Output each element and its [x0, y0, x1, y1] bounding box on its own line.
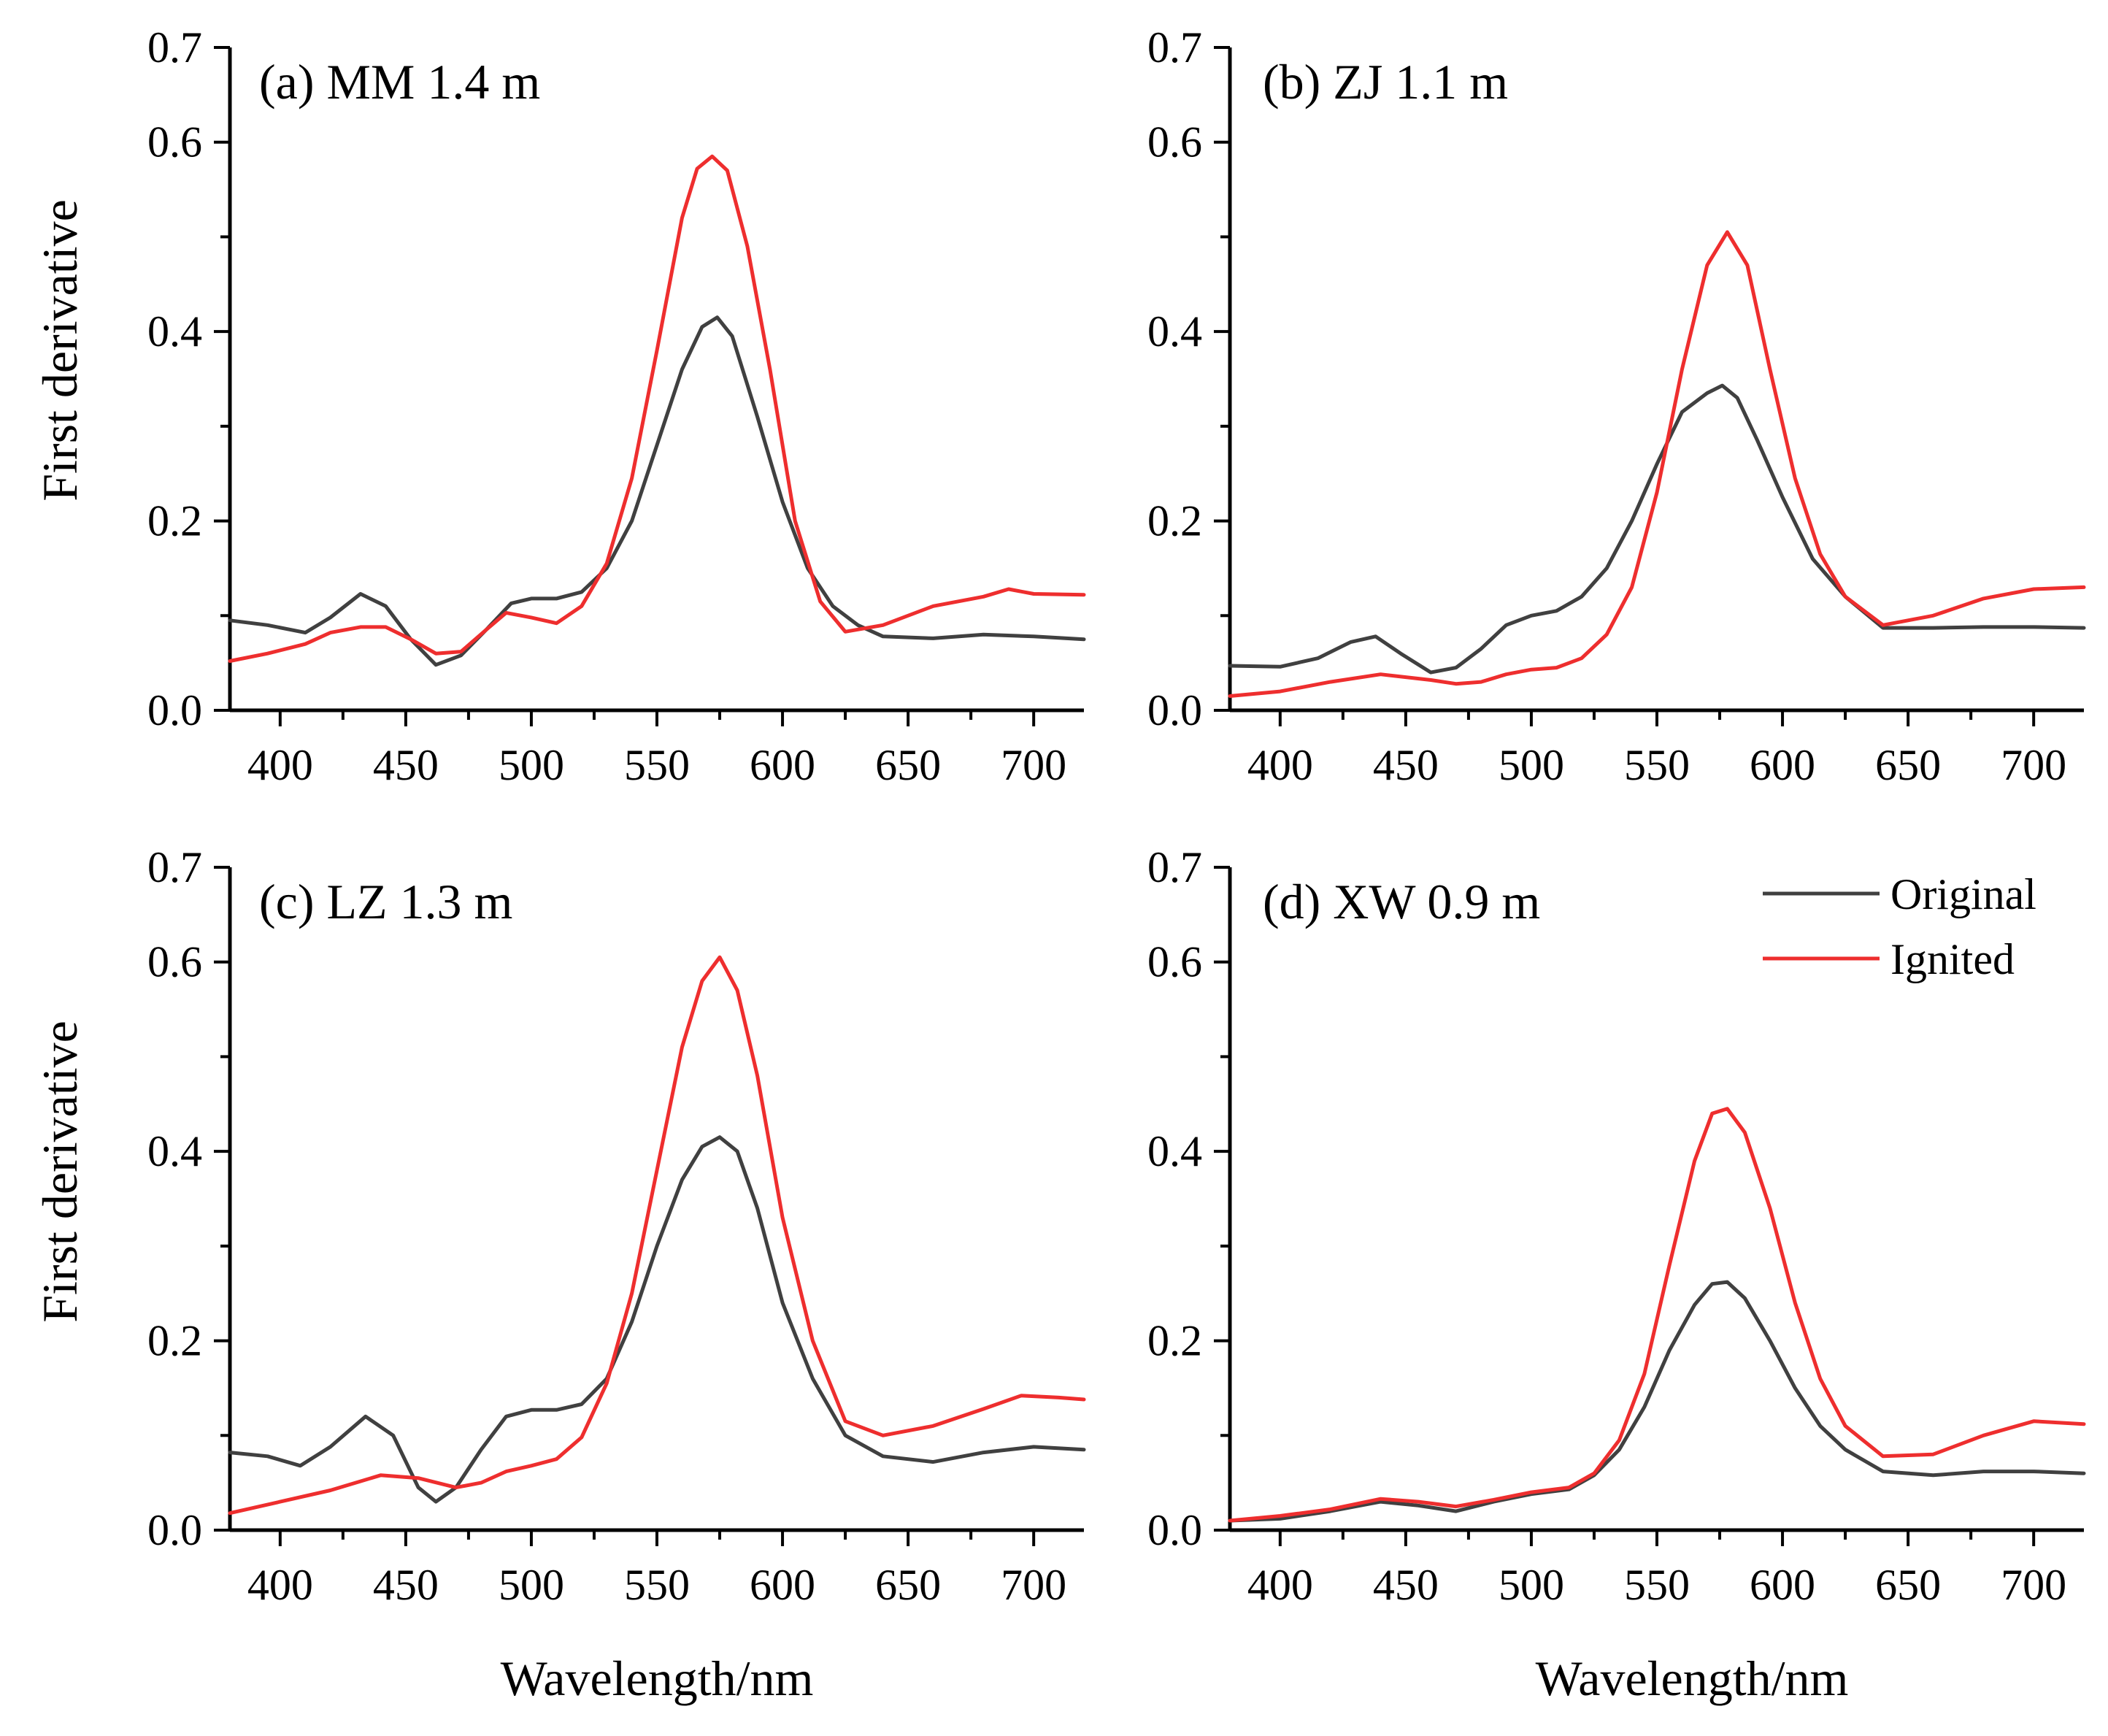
panel-d-x-tick-label: 450 — [1373, 1561, 1439, 1609]
legend-original-label: Original — [1890, 870, 2036, 918]
panel-b-x-tick-label: 550 — [1624, 741, 1690, 789]
panel-b-x-tick-label: 650 — [1875, 741, 1941, 789]
panel-b-y-tick-label: 0.7 — [1147, 23, 1202, 72]
panel-a-title: (a) MM 1.4 m — [259, 54, 540, 110]
panel-c-x-tick-label: 400 — [247, 1561, 313, 1609]
panel-d-y-tick-label: 0.4 — [1147, 1127, 1202, 1175]
panel-d-x-tick-label: 550 — [1624, 1561, 1690, 1609]
panel-c-y-tick-label: 0.2 — [147, 1317, 202, 1365]
panel-a: 0.0 0.2 0.4 0.6 0.7 400 450 500 550 600 650 700 (a)… — [147, 23, 1086, 789]
panel-b-series-ignited-line — [1228, 230, 2086, 698]
panel-d-x-tick-label: 650 — [1875, 1561, 1941, 1609]
panel-a-x-tick-label: 650 — [875, 741, 941, 789]
panel-d-title: (d) XW 0.9 m — [1263, 874, 1540, 929]
panel-a-y-tick-label: 0.4 — [147, 307, 202, 356]
panel-c-y-tick-label: 0.7 — [147, 843, 202, 891]
panel-d-plot-area: 0.0 0.2 0.4 0.6 0.7 400 450 500 550 600 650 700 — [1147, 843, 2086, 1609]
panel-b-y-tick-label: 0.2 — [1147, 497, 1202, 545]
panel-d-y-tick-label: 0.0 — [1147, 1506, 1202, 1554]
panel-b-x-tick-label: 450 — [1373, 741, 1439, 789]
panel-b-title: (b) ZJ 1.1 m — [1263, 54, 1508, 110]
panel-a-x-tick-label: 500 — [499, 741, 564, 789]
panel-c-x-axis-title: Wavelength/nm — [501, 1651, 814, 1706]
panel-c-y-tick-label: 0.0 — [147, 1506, 202, 1554]
panel-c-y-tick-label: 0.6 — [147, 938, 202, 986]
panel-d-x-tick-label: 700 — [2001, 1561, 2066, 1609]
panel-c-x-tick-label: 450 — [373, 1561, 439, 1609]
panel-b-y-tick-label: 0.0 — [1147, 686, 1202, 734]
panel-c-x-tick-label: 650 — [875, 1561, 941, 1609]
panel-a-y-tick-label: 0.0 — [147, 686, 202, 734]
panel-b-x-tick-label: 700 — [2001, 741, 2066, 789]
panel-b-x-tick-label: 400 — [1247, 741, 1313, 789]
panel-d-series-original-line — [1228, 1280, 2086, 1523]
panel-a-plot-area: 0.0 0.2 0.4 0.6 0.7 400 450 500 550 600 650 700 — [147, 23, 1086, 789]
panel-c-series-ignited-line — [228, 955, 1086, 1516]
panel-c: 0.0 0.2 0.4 0.6 0.7 400 450 500 550 600 650 700 (c)… — [147, 843, 1086, 1609]
panel-a-x-tick-label: 450 — [373, 741, 439, 789]
panel-a-series-ignited-line — [228, 154, 1086, 663]
panel-a-x-tick-label: 400 — [247, 741, 313, 789]
panel-c-x-tick-label: 700 — [1001, 1561, 1066, 1609]
panel-c-x-tick-label: 500 — [499, 1561, 564, 1609]
legend: Original Ignited — [1763, 870, 2036, 983]
panel-d-y-tick-label: 0.2 — [1147, 1317, 1202, 1365]
panel-c-plot-area: 0.0 0.2 0.4 0.6 0.7 400 450 500 550 600 650 700 — [147, 843, 1086, 1609]
panel-a-y-tick-label: 0.6 — [147, 118, 202, 166]
panel-d-x-tick-label: 500 — [1499, 1561, 1564, 1609]
panel-c-x-tick-label: 550 — [624, 1561, 690, 1609]
panel-b-y-tick-label: 0.4 — [1147, 307, 1202, 356]
panel-b: 0.0 0.2 0.4 0.6 0.7 400 450 500 550 600 650 700 (b)… — [1147, 23, 2086, 789]
panel-a-x-tick-label: 550 — [624, 741, 690, 789]
panel-d-y-tick-label: 0.7 — [1147, 843, 1202, 891]
panel-d-x-axis-title: Wavelength/nm — [1536, 1651, 1849, 1706]
panel-b-x-tick-label: 500 — [1499, 741, 1564, 789]
panel-c-title: (c) LZ 1.3 m — [259, 874, 512, 929]
panel-a-y-axis-title: First derivative — [32, 199, 88, 502]
panel-a-series-original-line — [228, 315, 1086, 667]
panel-c-x-tick-label: 600 — [750, 1561, 815, 1609]
panel-b-y-tick-label: 0.6 — [1147, 118, 1202, 166]
panel-d-x-tick-label: 600 — [1750, 1561, 1815, 1609]
panel-a-y-tick-label: 0.2 — [147, 497, 202, 545]
panel-b-x-tick-label: 600 — [1750, 741, 1815, 789]
panel-d-x-tick-label: 400 — [1247, 1561, 1313, 1609]
panel-b-plot-area: 0.0 0.2 0.4 0.6 0.7 400 450 500 550 600 650 700 — [1147, 23, 2086, 789]
panel-c-y-axis-title: First derivative — [32, 1021, 88, 1323]
panel-d: 0.0 0.2 0.4 0.6 0.7 400 450 500 550 600 650 700 (d)… — [1147, 843, 2086, 1609]
panel-c-y-tick-label: 0.4 — [147, 1127, 202, 1175]
legend-ignited-label: Ignited — [1890, 935, 2015, 983]
panel-d-series-ignited-line — [1228, 1107, 2086, 1523]
panel-d-y-tick-label: 0.6 — [1147, 938, 1202, 986]
panel-a-y-tick-label: 0.7 — [147, 23, 202, 72]
panel-a-x-tick-label: 700 — [1001, 741, 1066, 789]
panel-c-series-original-line — [228, 1135, 1086, 1504]
panel-a-x-tick-label: 600 — [750, 741, 815, 789]
